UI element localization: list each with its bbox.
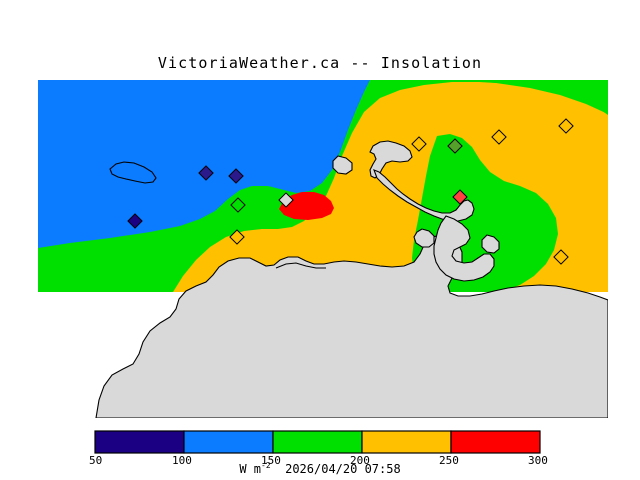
- colorbar-tick-200: 200: [350, 454, 370, 467]
- landmass-layer: [95, 140, 608, 418]
- station-marker[interactable]: [230, 197, 246, 213]
- colorbar-caption: W m-2 2026/04/20 07:58: [0, 461, 640, 476]
- colorbar-tick-250: 250: [439, 454, 459, 467]
- caption-units-exponent: -2: [261, 461, 271, 470]
- region-green-northeast: [430, 80, 608, 114]
- land-north-peninsula: [369, 140, 413, 179]
- colorbar-tick-50: 50: [89, 454, 103, 467]
- colorbar-segment-50-100[interactable]: [94, 430, 185, 454]
- land-islet-a: [413, 228, 435, 248]
- page-title: VictoriaWeather.ca -- Insolation: [157, 54, 483, 72]
- land-inner-inlets: [433, 215, 495, 282]
- land-islet-c: [332, 155, 353, 175]
- station-marker[interactable]: [411, 136, 427, 152]
- caption-units: W m: [239, 462, 261, 476]
- caption-spacer: [271, 462, 285, 476]
- land-islet-b: [481, 234, 500, 254]
- station-marker[interactable]: [198, 165, 214, 181]
- colorbar-tick-100: 100: [172, 454, 192, 467]
- station-marker[interactable]: [127, 213, 143, 229]
- station-marker[interactable]: [491, 129, 507, 145]
- colorbar-segment-250-300[interactable]: [450, 430, 541, 454]
- station-marker[interactable]: [558, 118, 574, 134]
- station-marker[interactable]: [228, 168, 244, 184]
- station-marker[interactable]: [447, 138, 463, 154]
- station-marker[interactable]: [229, 229, 245, 245]
- island-outline-offshore: [109, 161, 157, 184]
- land-south-mainland: [95, 234, 608, 418]
- colorbar-segment-150-200[interactable]: [272, 430, 363, 454]
- colorbar-tick-300: 300: [528, 454, 548, 467]
- colorbar-segment-200-250[interactable]: [361, 430, 452, 454]
- coastline-detail: [275, 262, 326, 269]
- station-markers: [127, 118, 574, 265]
- station-marker[interactable]: [278, 192, 294, 208]
- caption-timestamp: 2026/04/20 07:58: [285, 462, 401, 476]
- colorbar-tick-150: 150: [261, 454, 281, 467]
- colorbar-segment-100-150[interactable]: [183, 430, 274, 454]
- station-marker[interactable]: [452, 189, 468, 205]
- land-spit-west: [373, 169, 475, 222]
- data-field: [38, 80, 608, 292]
- colorbar: [94, 430, 541, 454]
- station-marker[interactable]: [553, 249, 569, 265]
